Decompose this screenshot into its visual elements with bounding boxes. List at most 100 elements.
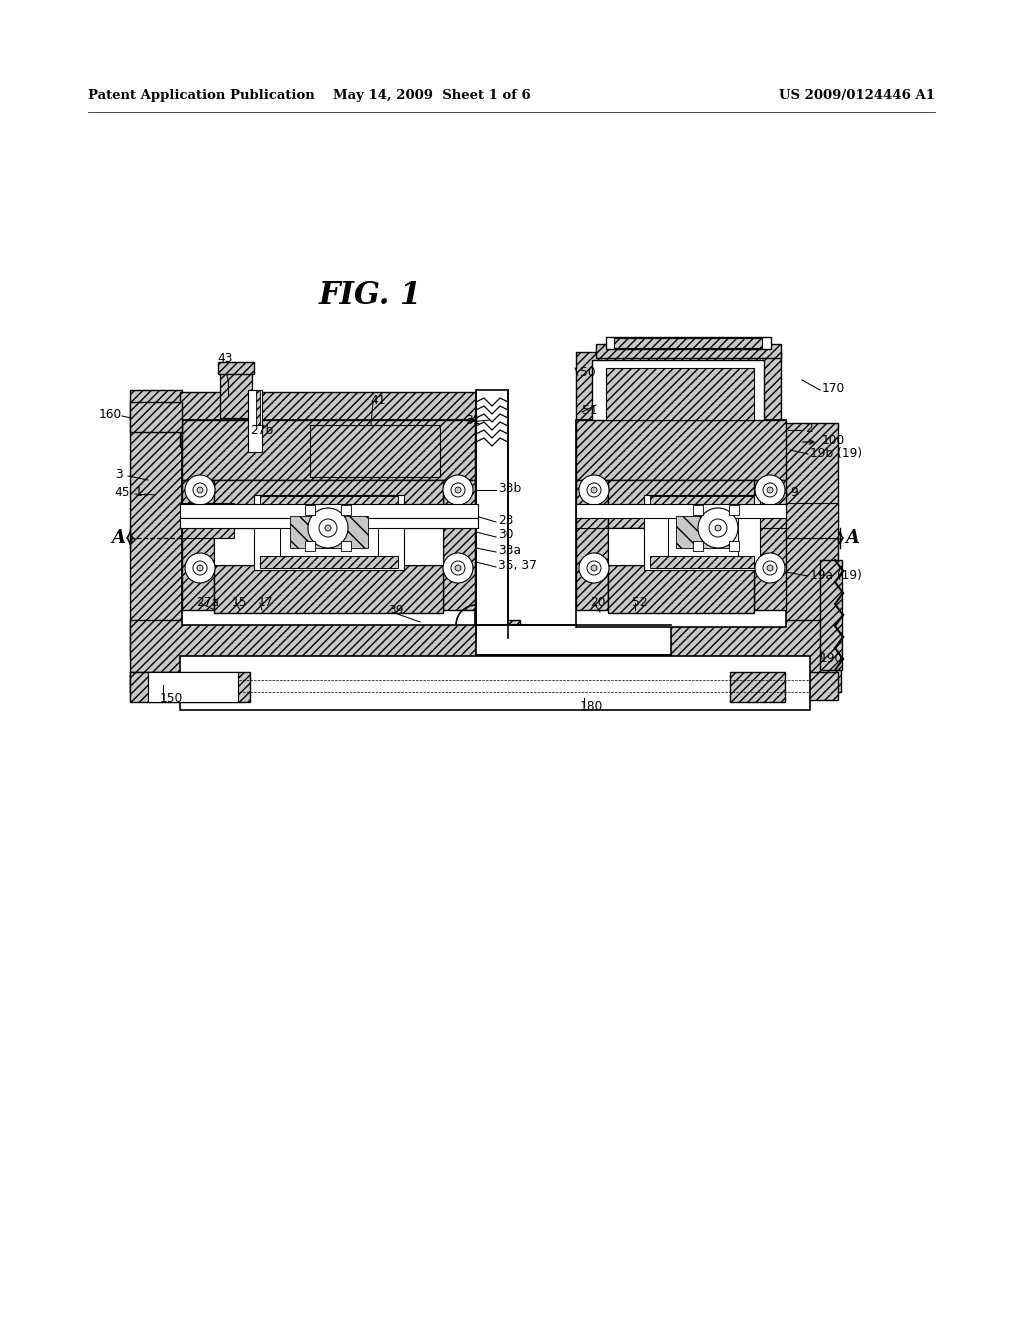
Bar [310,425,440,477]
Bar [644,495,760,570]
Text: 15: 15 [232,595,248,609]
Circle shape [308,508,348,548]
Bar [575,480,608,610]
Text: 9: 9 [790,487,798,499]
Circle shape [197,565,203,572]
Bar [180,392,480,447]
Bar [182,420,475,624]
Circle shape [763,561,777,576]
Circle shape [579,475,609,506]
Text: Patent Application Publication: Patent Application Publication [88,88,314,102]
Bar [730,672,785,702]
Text: 39: 39 [388,603,403,616]
Text: 100: 100 [822,434,845,447]
Bar [476,389,508,638]
Bar [676,516,730,548]
Circle shape [587,561,601,576]
Circle shape [755,475,785,506]
Bar [608,528,754,565]
Bar [248,389,262,451]
Bar [668,508,738,556]
Bar [575,420,786,480]
Bar [443,480,475,610]
Bar [218,362,254,374]
Bar [180,656,810,710]
Bar [260,556,398,568]
Circle shape [587,483,601,498]
Circle shape [185,475,215,506]
Bar [820,560,842,671]
Circle shape [767,565,773,572]
Circle shape [579,553,609,583]
Text: 3: 3 [116,469,123,482]
Text: 170: 170 [822,381,845,395]
Bar [786,503,838,539]
Circle shape [325,525,331,531]
Text: 160: 160 [98,408,122,421]
Text: 150: 150 [160,692,183,705]
Bar [180,504,478,517]
Bar [130,403,182,432]
Bar [220,368,252,418]
Bar [783,422,838,663]
Bar [650,556,754,568]
Circle shape [451,483,465,498]
Circle shape [763,483,777,498]
Bar [182,480,214,610]
Text: 35, 37: 35, 37 [498,558,537,572]
Circle shape [319,519,337,537]
Bar [729,506,739,515]
Bar [730,672,838,700]
Bar [305,506,315,515]
Bar [476,624,671,655]
Bar [280,508,378,556]
Bar [650,496,754,508]
Bar [130,389,182,420]
Text: 27a: 27a [196,595,219,609]
Text: 31: 31 [465,413,480,426]
Text: 45: 45 [115,487,130,499]
Text: 1: 1 [134,487,142,499]
Circle shape [455,487,461,492]
Circle shape [197,487,203,492]
Text: 33a: 33a [498,544,521,557]
Text: 2: 2 [805,421,813,434]
Bar [693,506,703,515]
Bar [754,480,786,610]
Bar [182,420,475,480]
Bar [614,338,762,348]
Bar [130,620,520,692]
Text: 51: 51 [582,404,598,417]
Bar [606,368,754,420]
Bar [729,541,739,550]
Text: 33b: 33b [498,482,521,495]
Bar [606,337,771,348]
Text: 190: 190 [820,652,843,664]
Bar [130,672,250,700]
Circle shape [715,525,721,531]
Bar [180,517,478,528]
Text: 30: 30 [498,528,513,541]
Text: 43: 43 [217,352,232,366]
Circle shape [591,487,597,492]
Circle shape [451,561,465,576]
Text: 27b: 27b [250,424,273,437]
Circle shape [193,561,207,576]
Bar [341,541,351,550]
Bar [305,541,315,550]
Circle shape [591,565,597,572]
Bar [214,480,443,528]
Text: 180: 180 [580,700,603,713]
Bar [575,620,841,692]
Bar [575,352,781,432]
Text: FIG. 1: FIG. 1 [318,280,422,310]
Bar [693,541,703,550]
Text: 41: 41 [370,393,385,407]
Text: 17: 17 [258,595,273,609]
Circle shape [443,553,473,583]
Bar [148,672,238,702]
Bar [341,506,351,515]
Text: 19a (19): 19a (19) [810,569,862,582]
Circle shape [193,483,207,498]
Text: A: A [845,529,859,546]
